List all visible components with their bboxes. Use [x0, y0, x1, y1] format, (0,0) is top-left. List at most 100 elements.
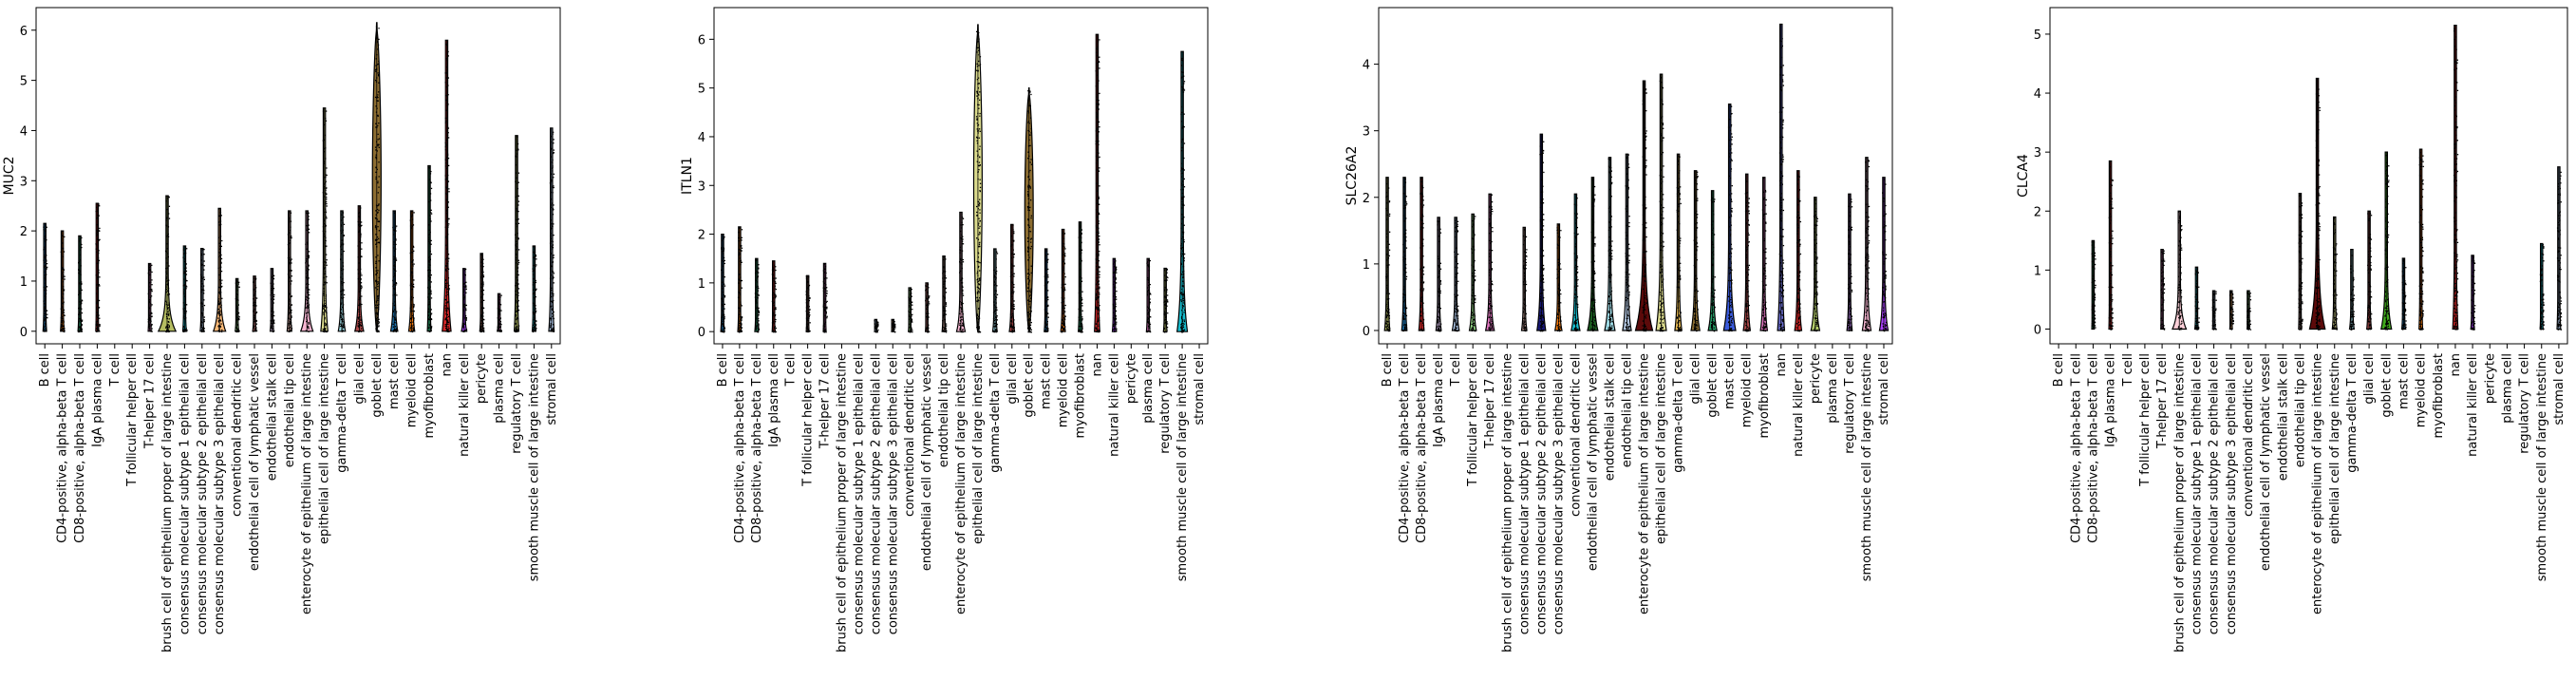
data-point	[1098, 61, 1100, 64]
data-point	[395, 237, 397, 240]
data-point	[168, 302, 170, 304]
data-point	[945, 313, 947, 315]
data-point	[395, 284, 397, 286]
data-point	[357, 318, 360, 320]
data-point	[430, 181, 432, 184]
category-label: glial cell	[352, 353, 367, 405]
data-point	[1183, 323, 1185, 325]
data-point	[1044, 322, 1046, 324]
data-point	[323, 284, 325, 286]
data-point	[1009, 313, 1012, 315]
data-point	[1182, 138, 1184, 141]
axes-frame	[35, 7, 561, 345]
data-point	[411, 275, 414, 277]
data-point	[326, 202, 328, 205]
data-point	[412, 327, 414, 329]
data-point	[186, 279, 188, 282]
data-point	[976, 90, 978, 93]
data-point	[202, 288, 204, 291]
data-point	[1097, 211, 1099, 213]
category-label: myofibroblast	[1074, 353, 1088, 438]
data-point	[185, 288, 187, 290]
data-point	[1164, 327, 1166, 330]
data-point	[1386, 266, 1389, 268]
data-point	[499, 327, 501, 329]
data-point	[325, 192, 327, 194]
data-point	[823, 300, 825, 303]
data-point	[45, 307, 47, 309]
data-point	[359, 229, 361, 232]
data-point	[775, 308, 777, 311]
data-point	[1081, 316, 1083, 318]
data-point	[1045, 269, 1048, 271]
data-point	[977, 87, 980, 89]
data-point	[1047, 276, 1049, 278]
data-point	[324, 201, 327, 203]
data-point	[979, 279, 981, 281]
data-point	[1012, 229, 1014, 231]
data-point	[167, 307, 169, 309]
data-point	[978, 243, 981, 246]
data-point	[976, 296, 978, 299]
data-point	[463, 296, 466, 298]
data-point	[1098, 104, 1100, 105]
data-point	[995, 266, 997, 269]
data-point	[444, 325, 446, 328]
data-point	[1078, 236, 1080, 238]
data-point	[1011, 308, 1013, 310]
data-point	[978, 217, 980, 219]
data-point	[1387, 302, 1389, 304]
data-point	[167, 282, 170, 284]
data-point	[995, 296, 998, 298]
category-label: endothelial cell of lymphatic vessel	[920, 353, 934, 571]
data-point	[396, 225, 398, 227]
data-point	[1046, 323, 1048, 325]
data-point	[308, 216, 310, 217]
data-point	[463, 286, 466, 288]
data-point	[1009, 303, 1012, 305]
data-point	[340, 224, 342, 226]
data-point	[361, 286, 363, 288]
data-point	[945, 258, 947, 260]
data-point	[289, 309, 291, 311]
data-point	[324, 214, 327, 216]
data-point	[465, 329, 468, 331]
data-point	[151, 315, 153, 317]
category-label: IgA plasma cell	[767, 353, 781, 447]
data-point	[775, 331, 777, 333]
category-label: goblet cell	[370, 353, 385, 418]
data-point	[1182, 329, 1184, 331]
data-point	[377, 145, 379, 147]
data-point	[447, 77, 450, 79]
data-point	[550, 179, 552, 181]
data-point	[61, 272, 63, 274]
data-point	[959, 250, 962, 252]
data-point	[550, 323, 552, 325]
data-point	[724, 275, 726, 278]
data-point	[1081, 328, 1083, 331]
data-point	[552, 328, 554, 330]
data-point	[1388, 309, 1390, 311]
data-point	[359, 289, 362, 292]
data-point	[961, 302, 963, 304]
y-tick-label: 4	[20, 124, 28, 139]
data-point	[395, 322, 398, 325]
data-point	[515, 245, 517, 247]
data-point	[755, 317, 757, 320]
data-point	[62, 297, 65, 299]
data-point	[1028, 328, 1030, 330]
data-point	[322, 230, 325, 233]
data-point	[309, 293, 310, 296]
data-point	[755, 286, 757, 289]
data-point	[1114, 272, 1117, 274]
data-point	[357, 316, 359, 318]
data-point	[977, 287, 980, 290]
data-point	[908, 311, 910, 312]
data-point	[165, 200, 167, 202]
data-point	[944, 310, 946, 312]
data-point	[168, 327, 170, 329]
data-point	[499, 330, 501, 331]
data-point	[340, 296, 343, 299]
data-point	[427, 260, 429, 263]
data-point	[375, 326, 378, 328]
